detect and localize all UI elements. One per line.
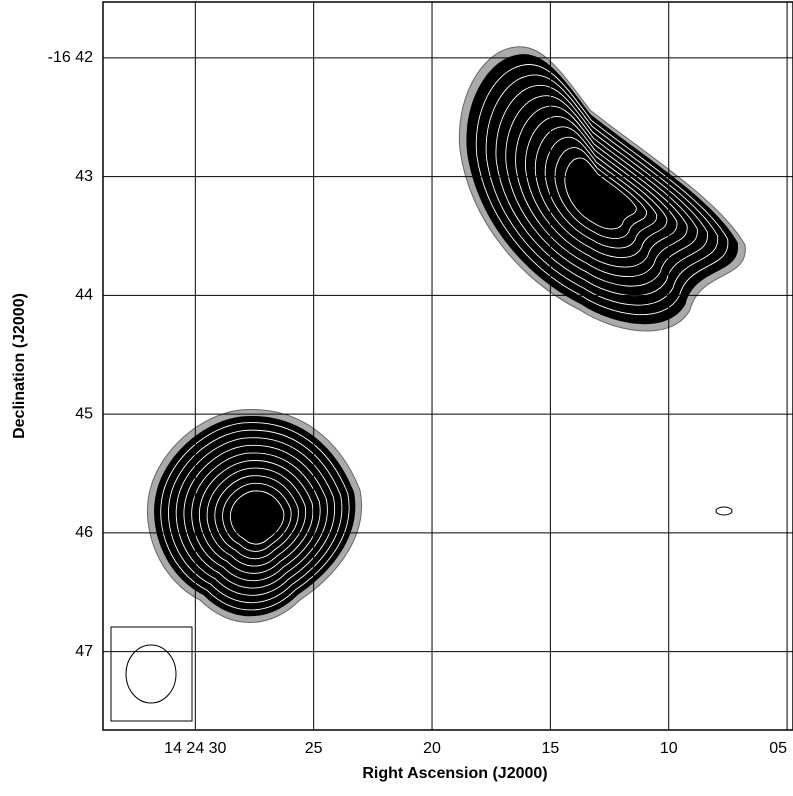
y-tick-label: -16 42: [48, 49, 93, 66]
source-core: [466, 54, 739, 325]
x-tick-label: 10: [660, 740, 678, 757]
y-tick-label: 44: [75, 287, 93, 304]
x-tick-label: 05: [769, 740, 787, 757]
beam-box: [110, 626, 193, 722]
radio-sources: [146, 46, 746, 623]
y-tick-label: 47: [75, 643, 93, 660]
x-tick-label: 20: [423, 740, 441, 757]
x-axis-title: Right Ascension (J2000): [362, 765, 547, 782]
plot-frame: [102, 1, 793, 731]
x-tick-label: 15: [541, 740, 559, 757]
y-tick-label: 45: [75, 405, 93, 422]
beam-frame: [110, 626, 193, 722]
beam-ellipse: [125, 644, 177, 704]
x-tick-label: 14 24 30: [164, 740, 226, 757]
small-source: [715, 506, 733, 516]
y-tick-label: 46: [75, 524, 93, 541]
x-tick-label: 25: [305, 740, 323, 757]
y-axis-title: Declination (J2000): [11, 293, 28, 439]
y-tick-label: 43: [75, 168, 93, 185]
